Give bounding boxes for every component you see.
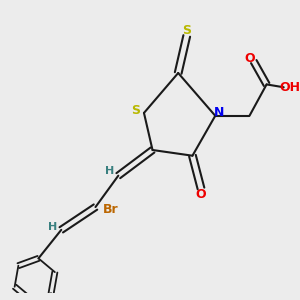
Text: S: S — [182, 24, 191, 37]
Text: Br: Br — [103, 203, 119, 216]
Text: N: N — [214, 106, 225, 119]
Text: O: O — [244, 52, 255, 65]
Text: H: H — [105, 167, 114, 176]
Text: O: O — [196, 188, 206, 201]
Text: S: S — [131, 103, 140, 117]
Text: H: H — [48, 222, 57, 232]
Text: OH: OH — [279, 81, 300, 94]
